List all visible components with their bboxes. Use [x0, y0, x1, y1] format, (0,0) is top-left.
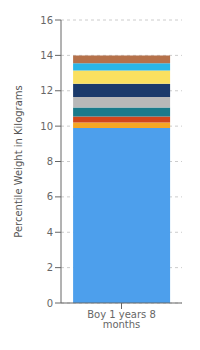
svg-text:6: 6 [47, 191, 53, 202]
svg-text:12: 12 [40, 85, 53, 96]
svg-text:10: 10 [40, 121, 53, 132]
svg-text:4: 4 [47, 227, 53, 238]
svg-text:Percentile Weight in Kilograms: Percentile Weight in Kilograms [13, 85, 24, 238]
svg-text:14: 14 [40, 50, 53, 61]
svg-text:0: 0 [47, 298, 53, 309]
svg-text:16: 16 [40, 15, 53, 26]
svg-text:Boy 1 years 8months: Boy 1 years 8months [87, 309, 156, 330]
svg-text:8: 8 [47, 156, 53, 167]
svg-text:2: 2 [47, 262, 53, 273]
